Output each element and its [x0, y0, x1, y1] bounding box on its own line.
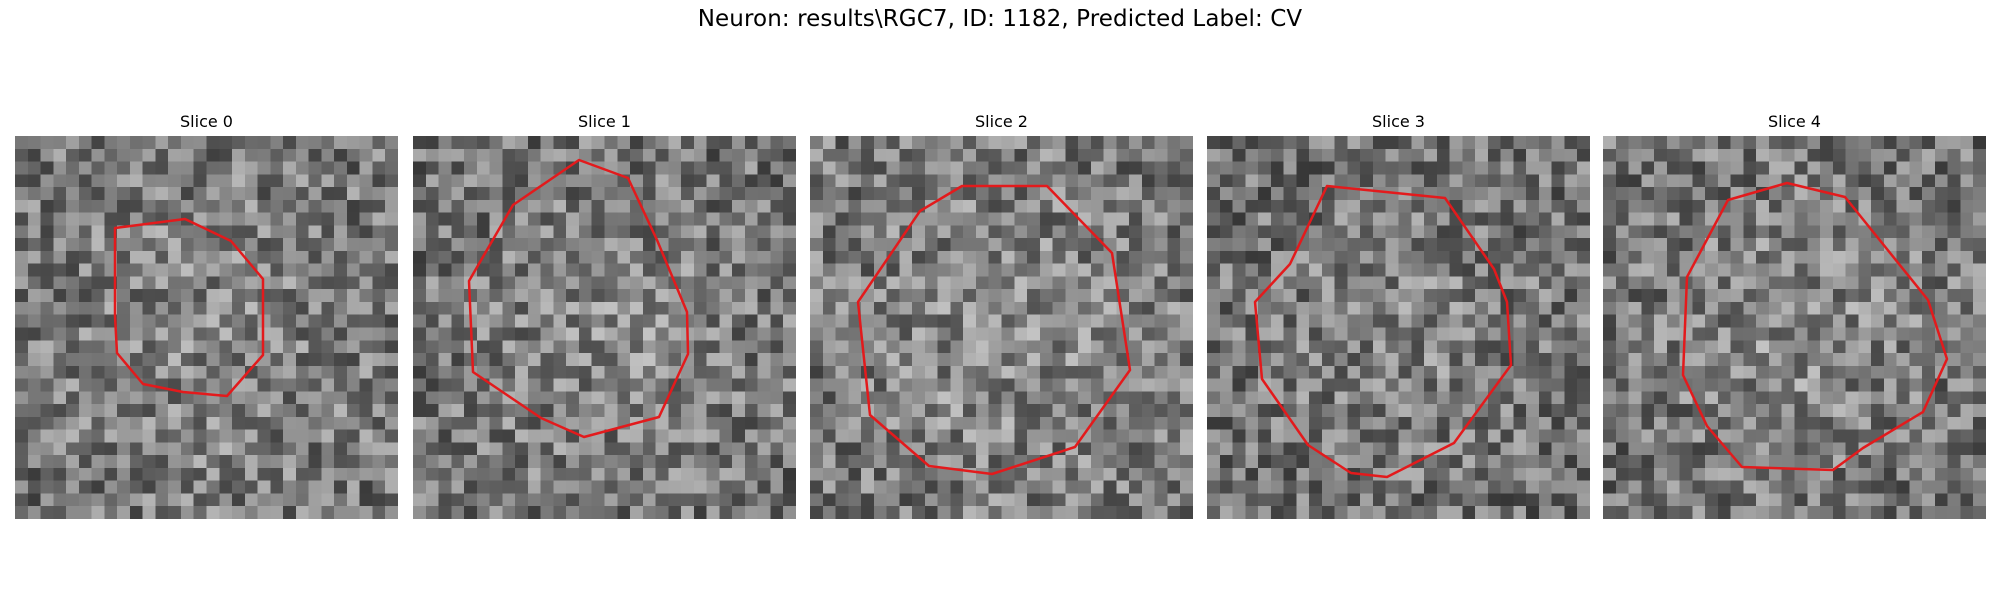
- slice-panel-2: Slice 2: [810, 108, 1193, 519]
- roi-contour: [113, 217, 265, 398]
- slice-panel-3: Slice 3: [1207, 108, 1590, 519]
- slice-panel-1: Slice 1: [413, 108, 796, 519]
- slice-title: Slice 4: [1768, 112, 1821, 131]
- roi-contour: [1253, 184, 1513, 479]
- grayscale-image: [810, 136, 1193, 519]
- slice-image: [15, 136, 398, 519]
- roi-contour: [467, 158, 690, 439]
- grayscale-image: [15, 136, 398, 519]
- slice-panel-4: Slice 4: [1603, 108, 1986, 519]
- grayscale-image: [1207, 136, 1590, 519]
- roi-contour: [1681, 181, 1949, 472]
- slice-title: Slice 0: [180, 112, 233, 131]
- grayscale-image: [413, 136, 796, 519]
- grayscale-image: [1603, 136, 1986, 519]
- slice-title: Slice 1: [578, 112, 631, 131]
- slice-image: [413, 136, 796, 519]
- slice-image: [810, 136, 1193, 519]
- slice-image: [1207, 136, 1590, 519]
- slice-panel-0: Slice 0: [15, 108, 398, 519]
- slice-image: [1603, 136, 1986, 519]
- figure-title: Neuron: results\RGC7, ID: 1182, Predicte…: [697, 6, 1303, 32]
- slice-title: Slice 3: [1372, 112, 1425, 131]
- roi-contour: [856, 184, 1132, 476]
- slice-title: Slice 2: [975, 112, 1028, 131]
